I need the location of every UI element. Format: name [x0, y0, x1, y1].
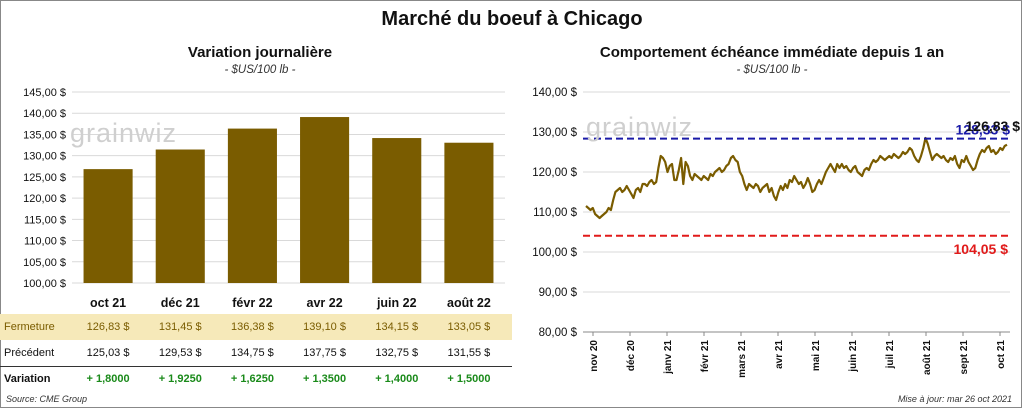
bar-xtick-label: juin 22: [376, 296, 417, 310]
line-xtick-label: nov 20: [589, 340, 600, 372]
bar-xtick-label: févr 22: [232, 296, 272, 310]
row-label-close: Fermeture: [4, 321, 55, 333]
last-price-label: 126,83 $: [966, 118, 1021, 134]
row-label-previous: Précédent: [4, 347, 55, 359]
bar: [372, 138, 422, 283]
table-cell: 134,75 $: [230, 347, 274, 359]
row-label-change: Variation: [4, 373, 51, 385]
table-cell: + 1,9250: [158, 373, 202, 385]
bar-chart-unit: - $US/100 lb -: [224, 64, 296, 76]
bar-ytick-label: 100,00 $: [23, 278, 66, 290]
line-xtick-label: févr 21: [700, 340, 711, 373]
bar: [444, 142, 494, 283]
line-ytick-label: 130,00 $: [532, 127, 577, 139]
watermark-right: grainwiz: [586, 112, 694, 142]
bar-xtick-label: avr 22: [307, 296, 343, 310]
bar-ytick-label: 130,00 $: [23, 151, 66, 163]
line-xtick-label: mars 21: [737, 340, 748, 378]
bar: [227, 128, 277, 283]
table-row-close: Fermeture 126,83 $ 131,45 $ 136,38 $ 139,10…: [0, 314, 512, 340]
table-row-change: Variation + 1,8000 + 1,9250 + 1,6250 + 1,35…: [0, 366, 512, 392]
bar-ytick-label: 120,00 $: [23, 193, 66, 205]
line-ytick-label: 100,00 $: [532, 247, 577, 259]
line-chart-title: Comportement échéance immédiate depuis 1…: [599, 44, 945, 61]
table-cell: + 1,4000: [375, 373, 419, 385]
table-cell: + 1,6250: [230, 373, 274, 385]
table-cell: 137,75 $: [303, 347, 346, 359]
table-cell: + 1,3500: [303, 373, 347, 385]
bar-chart: 100,00 $ 105,00 $ 110,00 $ 115,00 $ 120,00 $…: [23, 87, 505, 310]
table-cell: 136,38 $: [230, 321, 274, 333]
bar-ytick-label: 140,00 $: [23, 108, 66, 120]
high-reference-label: 128,33 $: [956, 122, 1011, 138]
line-ytick-label: 120,00 $: [532, 167, 577, 179]
line-chart-unit: - $US/100 lb -: [736, 64, 808, 76]
table-cell: 126,83 $: [86, 321, 130, 333]
table-cell: 125,03 $: [86, 347, 130, 359]
source-note: Source: CME Group: [6, 394, 88, 404]
table-cell: 131,55 $: [447, 347, 491, 359]
line-xtick-label: mai 21: [811, 340, 822, 372]
line-xtick-label: janv 21: [663, 340, 674, 375]
watermark-left: grainwiz: [70, 118, 178, 148]
line-xtick-label: sept 21: [959, 340, 970, 375]
low-reference-label: 104,05 $: [954, 241, 1009, 257]
bar-ytick-label: 135,00 $: [23, 129, 66, 141]
bar-xtick-label: déc 21: [161, 296, 200, 310]
line-xtick-label: juil 21: [885, 340, 896, 370]
table-cell: 134,15 $: [375, 321, 419, 333]
bar: [83, 169, 133, 283]
table-cell: 139,10 $: [303, 321, 346, 333]
line-ytick-label: 90,00 $: [539, 287, 578, 299]
line-xtick-label: août 21: [922, 340, 933, 375]
line-xtick-label: avr 21: [774, 340, 785, 369]
table-row-previous: Précédent 125,03 $ 129,53 $ 134,75 $ 137,75…: [0, 340, 512, 367]
bar-ytick-label: 125,00 $: [23, 172, 66, 184]
table-cell: + 1,5000: [447, 373, 491, 385]
price-series-line: [585, 136, 1008, 220]
bar-ytick-label: 115,00 $: [24, 214, 66, 226]
bar-ytick-label: 105,00 $: [23, 257, 66, 269]
line-chart: 80,00 $ 90,00 $ 100,00 $ 110,00 $ 120,00 $ 13…: [532, 87, 1021, 378]
line-ytick-label: 140,00 $: [532, 87, 577, 99]
line-ytick-label: 80,00 $: [539, 327, 578, 339]
bar-ytick-label: 145,00 $: [23, 87, 66, 99]
table-cell: 129,53 $: [158, 347, 202, 359]
bar-ytick-label: 110,00 $: [24, 236, 66, 248]
table-cell: 131,45 $: [158, 321, 202, 333]
line-xtick-label: juin 21: [848, 340, 859, 373]
bar-chart-title: Variation journalière: [187, 44, 333, 61]
bar: [155, 149, 205, 283]
line-xtick-label: oct 21: [996, 340, 1007, 369]
table-cell: + 1,8000: [86, 373, 130, 385]
update-note: Mise à jour: mar 26 oct 2021: [897, 394, 1012, 404]
bar-xtick-label: août 22: [447, 296, 491, 310]
line-ytick-label: 110,00 $: [533, 207, 578, 219]
line-xtick-label: déc 20: [626, 340, 637, 372]
bar: [300, 117, 350, 283]
bar-xtick-label: oct 21: [90, 296, 126, 310]
table-cell: 132,75 $: [375, 347, 419, 359]
main-title: Marché du boeuf à Chicago: [381, 8, 643, 30]
table-cell: 133,05 $: [447, 321, 491, 333]
